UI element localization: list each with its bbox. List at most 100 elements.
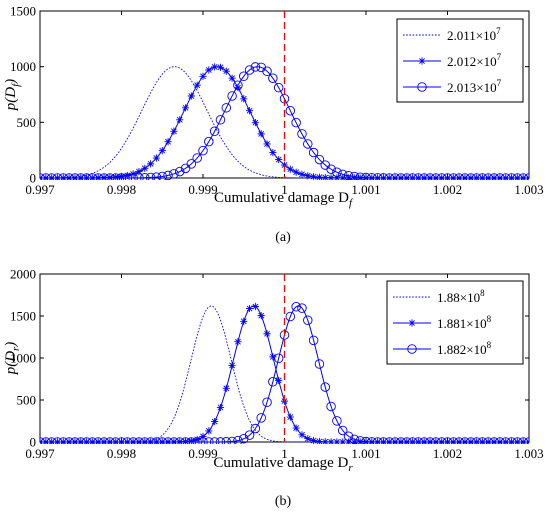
series-3-point [52,173,63,180]
series-3-point [442,437,453,444]
series-3-point [93,173,103,180]
y-tick-label: 1000 [10,351,36,366]
series-line-3 [40,66,529,179]
x-tick-label: 0.997 [25,446,55,461]
series-3-point [332,167,342,177]
series-2-point [199,72,207,80]
legend-marker-3 [417,82,427,92]
series-2-point [286,165,294,173]
panel-caption: (a) [275,230,291,245]
legend-label-1: 1.88×108 [437,288,485,305]
series-2-point [298,170,306,178]
x-tick-label: 1.002 [433,446,462,461]
series-3-point [204,437,214,444]
series-3-point [407,437,418,444]
series-3-point [157,437,167,444]
panel-b: 0.997 0.998 0.999 1 1.001 1.002 1.003 0 500 1000 1… [3,267,544,510]
series-3-point [489,437,499,444]
y-tick-label: 2000 [10,267,36,282]
series-3-point [431,173,441,180]
series-3-point [273,353,284,364]
series-3-point [466,173,476,180]
series-3-point [198,145,208,156]
series-2-point [211,417,219,426]
series-3-point [169,437,179,444]
series-3-point [227,436,237,444]
series-3-point [186,159,197,169]
series-3-point [500,173,511,180]
series-2-point [245,107,254,115]
series-3-point [419,173,429,180]
series-3-point [320,382,331,392]
series-3-point [512,437,523,444]
series-3-point [355,436,365,444]
series-2-point [344,438,353,444]
series-2-point [275,376,283,385]
series-3-point [163,437,173,444]
series-3-point [76,437,86,444]
legend-marker-2 [418,57,426,65]
series-2-point [356,438,364,444]
series-2-point [251,302,259,311]
series-2-point [240,317,248,325]
series-3-point [70,173,80,180]
series-2-point [112,173,120,180]
series-3-point [303,315,313,326]
series-3-point [402,173,412,180]
series-3-point [151,437,162,444]
series-3-point [349,171,360,180]
series-3-point [64,173,74,180]
legend-label-1: 2.011×107 [447,26,501,43]
series-3-point [500,437,511,444]
series-3-point [151,172,162,180]
series-3-point [326,401,336,412]
series-2-point [205,427,213,435]
series-3-point [436,173,447,180]
series-3-point [116,173,127,180]
y-axis-label: p(Df) [3,79,22,111]
series-3-point [524,173,529,180]
series-2-point [176,116,184,124]
x-tick-label: 1.003 [514,446,543,461]
series-3-point [64,437,74,444]
series-2-point [216,403,225,412]
panel-caption: (b) [275,494,292,509]
series-2-point [234,84,242,92]
y-tick-label: 0 [30,435,37,450]
series-3-point [46,173,57,180]
series-3-point [273,82,284,93]
series-2-point [257,312,265,320]
series-3-point [209,437,220,444]
y-tick-label: 0 [30,171,37,186]
legend-label-2: 1.881×108 [437,314,492,331]
series-3-point [110,173,121,180]
series-2-point [327,174,335,180]
series-3-point [425,173,435,180]
series-2-point [199,432,207,441]
legend-label-3: 2.013×107 [447,78,502,95]
series-3-point [87,437,98,444]
series-3-point [419,437,429,444]
panel-a: 0.997 0.998 0.999 1 1.001 1.002 1.003 0 500 1000 1… [3,4,544,246]
series-3-point [76,173,86,180]
series-3-point [174,437,185,444]
x-tick-label: 1.001 [351,446,380,461]
series-2-point [339,174,347,180]
series-2-point [211,63,219,71]
series-3-point [186,437,197,444]
series-2-point [205,66,213,74]
series-3-point [238,434,249,444]
series-2-point [187,437,195,444]
series-3-point [105,437,115,444]
series-3-point [233,80,243,90]
y-tick-label: 1500 [10,4,36,19]
series-2-point [315,437,324,444]
legend-label-2: 2.012×107 [447,52,502,69]
series-2-point [263,330,271,338]
series-2-point [310,436,318,444]
series-3-point [192,437,202,444]
series-3-point [431,437,441,444]
series-3-point [46,437,57,444]
y-axis-label: p(Dr) [3,342,22,376]
